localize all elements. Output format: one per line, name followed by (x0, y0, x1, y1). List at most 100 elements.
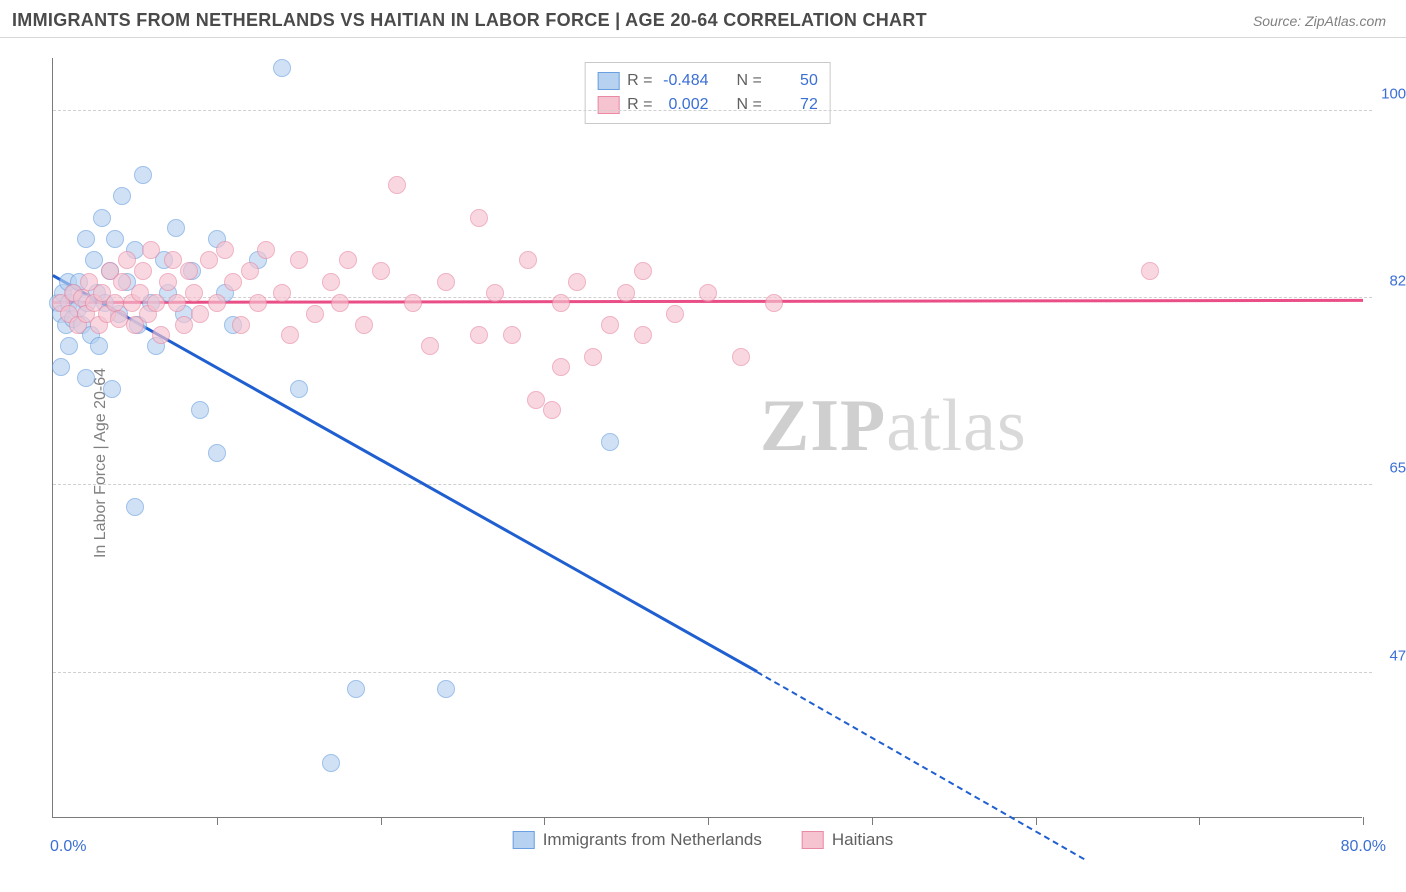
legend-stats: R =-0.484N =50R =0.002N =72 (584, 62, 831, 124)
data-point (208, 294, 226, 312)
data-point (519, 251, 537, 269)
legend-r-label: R = (627, 72, 652, 90)
data-point (527, 391, 545, 409)
x-tick (544, 817, 545, 825)
data-point (552, 294, 570, 312)
data-point (147, 294, 165, 312)
data-point (113, 187, 131, 205)
data-point (52, 358, 70, 376)
data-point (85, 251, 103, 269)
data-point (110, 310, 128, 328)
data-point (470, 326, 488, 344)
chart-area: In Labor Force | Age 20-64 ZIPatlas R =-… (0, 38, 1406, 888)
data-point (470, 209, 488, 227)
legend-swatch (513, 831, 535, 849)
data-point (486, 284, 504, 302)
legend-series: Immigrants from Netherlands Haitians (513, 830, 894, 850)
data-point (281, 326, 299, 344)
data-point (347, 680, 365, 698)
data-point (191, 401, 209, 419)
legend-stat-row: R =-0.484N =50 (597, 69, 818, 93)
data-point (134, 262, 152, 280)
data-point (103, 380, 121, 398)
data-point (241, 262, 259, 280)
x-tick (381, 817, 382, 825)
data-point (257, 241, 275, 259)
legend-n-value: 50 (770, 72, 818, 90)
y-tick-label: 47.5% (1372, 647, 1406, 664)
data-point (568, 273, 586, 291)
x-tick (1036, 817, 1037, 825)
legend-series-item: Haitians (802, 830, 893, 850)
chart-header: IMMIGRANTS FROM NETHERLANDS VS HAITIAN I… (0, 0, 1406, 38)
data-point (126, 498, 144, 516)
data-point (355, 316, 373, 334)
legend-r-label: R = (627, 96, 652, 114)
data-point (601, 433, 619, 451)
data-point (543, 401, 561, 419)
data-point (273, 59, 291, 77)
data-point (134, 166, 152, 184)
data-point (185, 284, 203, 302)
data-point (113, 273, 131, 291)
gridline (53, 672, 1372, 673)
y-tick-label: 100.0% (1372, 85, 1406, 102)
legend-series-label: Immigrants from Netherlands (543, 830, 762, 850)
legend-n-label: N = (737, 96, 762, 114)
data-point (131, 284, 149, 302)
legend-series-item: Immigrants from Netherlands (513, 830, 762, 850)
data-point (584, 348, 602, 366)
data-point (601, 316, 619, 334)
data-point (142, 241, 160, 259)
data-point (732, 348, 750, 366)
legend-swatch (802, 831, 824, 849)
data-point (167, 219, 185, 237)
data-point (322, 754, 340, 772)
data-point (77, 369, 95, 387)
data-point (666, 305, 684, 323)
data-point (180, 262, 198, 280)
data-point (306, 305, 324, 323)
data-point (552, 358, 570, 376)
data-point (372, 262, 390, 280)
data-point (249, 294, 267, 312)
data-point (77, 230, 95, 248)
legend-n-value: 72 (770, 96, 818, 114)
x-tick (872, 817, 873, 825)
x-tick (217, 817, 218, 825)
plot-area: ZIPatlas R =-0.484N =50R =0.002N =72 100… (52, 58, 1362, 818)
x-axis-origin-label: 0.0% (50, 838, 86, 856)
data-point (106, 230, 124, 248)
data-point (404, 294, 422, 312)
data-point (290, 251, 308, 269)
data-point (191, 305, 209, 323)
chart-source: Source: ZipAtlas.com (1253, 13, 1386, 29)
data-point (159, 273, 177, 291)
data-point (90, 337, 108, 355)
data-point (208, 444, 226, 462)
x-tick (1363, 817, 1364, 825)
data-point (175, 316, 193, 334)
legend-n-label: N = (737, 72, 762, 90)
data-point (421, 337, 439, 355)
data-point (273, 284, 291, 302)
data-point (168, 294, 186, 312)
legend-r-value: 0.002 (661, 96, 709, 114)
data-point (503, 326, 521, 344)
legend-swatch (597, 96, 619, 114)
y-tick-label: 65.0% (1372, 460, 1406, 477)
data-point (93, 209, 111, 227)
legend-stat-row: R = 0.002 N = 72 (597, 93, 818, 117)
data-point (634, 262, 652, 280)
data-point (699, 284, 717, 302)
data-point (765, 294, 783, 312)
y-tick-label: 82.5% (1372, 272, 1406, 289)
data-point (224, 273, 242, 291)
gridline (53, 110, 1372, 111)
data-point (232, 316, 250, 334)
data-point (322, 273, 340, 291)
data-point (118, 251, 136, 269)
watermark: ZIPatlas (760, 384, 1027, 469)
gridline (53, 484, 1372, 485)
data-point (164, 251, 182, 269)
